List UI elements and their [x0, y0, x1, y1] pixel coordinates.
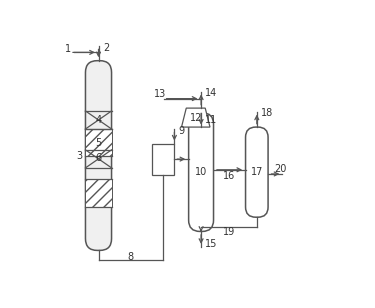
Text: 14: 14 — [206, 88, 218, 98]
Text: 4: 4 — [96, 115, 102, 125]
Polygon shape — [182, 108, 210, 127]
Text: 17: 17 — [251, 167, 263, 177]
Text: 13: 13 — [154, 89, 166, 99]
Text: 15: 15 — [205, 240, 217, 249]
Text: 5: 5 — [95, 138, 102, 148]
Text: 9: 9 — [178, 126, 184, 136]
Text: 19: 19 — [223, 227, 235, 237]
Bar — [152, 144, 174, 175]
FancyBboxPatch shape — [246, 127, 268, 217]
Text: 11: 11 — [205, 115, 217, 125]
FancyBboxPatch shape — [86, 61, 111, 250]
Text: 3: 3 — [76, 151, 82, 160]
Text: 12: 12 — [189, 113, 202, 123]
Text: 10: 10 — [195, 167, 207, 177]
Text: 6: 6 — [96, 153, 102, 164]
FancyBboxPatch shape — [189, 113, 213, 231]
Text: 16: 16 — [224, 171, 236, 181]
Text: 18: 18 — [261, 108, 273, 118]
Bar — [86, 129, 111, 156]
Text: 8: 8 — [128, 252, 134, 262]
Text: 1: 1 — [64, 44, 71, 54]
Text: 2: 2 — [103, 43, 109, 53]
Text: 20: 20 — [274, 164, 286, 174]
Bar — [86, 179, 111, 207]
